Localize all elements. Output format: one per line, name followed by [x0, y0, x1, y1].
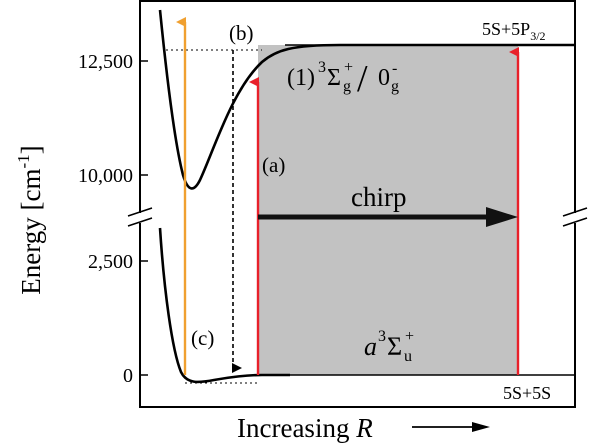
lower-state-sigma: Σ: [387, 332, 402, 361]
y-axis-label-sup: -1: [14, 154, 33, 168]
upper-state-multiplicity: 3: [318, 59, 326, 76]
x-axis-arrow-head: [472, 422, 490, 432]
upper-state-sigma-sub: g: [343, 78, 351, 95]
lower-state-letter: a: [364, 332, 377, 361]
axis-break-left-2: [127, 217, 153, 227]
lower-state-label: a 3 Σ + u: [364, 328, 414, 365]
upper-state-sigma-sup: +: [344, 59, 353, 76]
axis-break-gap-left: [135, 213, 147, 223]
y-tick-label: 10,000: [78, 165, 133, 187]
lower-state-sigma-sup: +: [405, 328, 414, 345]
upper-state-prefix: (1): [287, 65, 315, 91]
chirp-arrow-head: [486, 207, 518, 227]
upper-state-label: (1) 3 Σ + g / 0 - g: [287, 58, 399, 100]
upper-state-omega: 0: [378, 65, 390, 91]
y-axis-label: Energy [cm-1]: [14, 145, 46, 294]
upper-state-omega-sup: -: [392, 60, 397, 77]
upper-asymptote-base: 5S+5P: [482, 19, 530, 39]
plot-frame: [139, 0, 576, 408]
upper-asymptote-label: 5S+5P3/2: [482, 19, 546, 43]
x-axis-label: Increasing R: [237, 413, 373, 443]
lower-potential-curve: [158, 227, 290, 384]
shaded-chirp-region: [258, 45, 518, 375]
upper-potential-curve: [158, 9, 575, 190]
label-a: (a): [262, 153, 285, 177]
upper-asymptote-sub: 3/2: [530, 29, 545, 43]
lower-asymptote-label: 5S+5S: [503, 383, 551, 403]
y-tick-label: 12,500: [78, 51, 133, 73]
y-axis-label-main: Energy [cm: [16, 168, 46, 294]
axis-break-left-1: [127, 207, 153, 217]
axis-break-right-1: [562, 207, 588, 217]
lower-state-multiplicity: 3: [378, 328, 386, 345]
y-tick-label: 2,500: [88, 251, 133, 273]
axis-break-gap-right: [569, 213, 581, 223]
label-c: (c): [191, 326, 214, 350]
label-b-background: [227, 20, 263, 44]
lower-state-sigma-sub: u: [404, 348, 412, 365]
upper-state-slash: /: [357, 58, 368, 100]
y-tick-label: 0: [123, 365, 133, 387]
y-axis-label-end: ]: [16, 145, 46, 154]
x-axis-label-var: R: [355, 413, 373, 443]
chirp-label: chirp: [351, 182, 406, 212]
axis-break-right-2: [562, 217, 588, 227]
x-axis-label-text: Increasing: [237, 413, 356, 443]
label-b: (b): [229, 21, 254, 45]
upper-state-omega-sub: g: [391, 78, 399, 95]
upper-state-sigma: Σ: [327, 65, 341, 91]
